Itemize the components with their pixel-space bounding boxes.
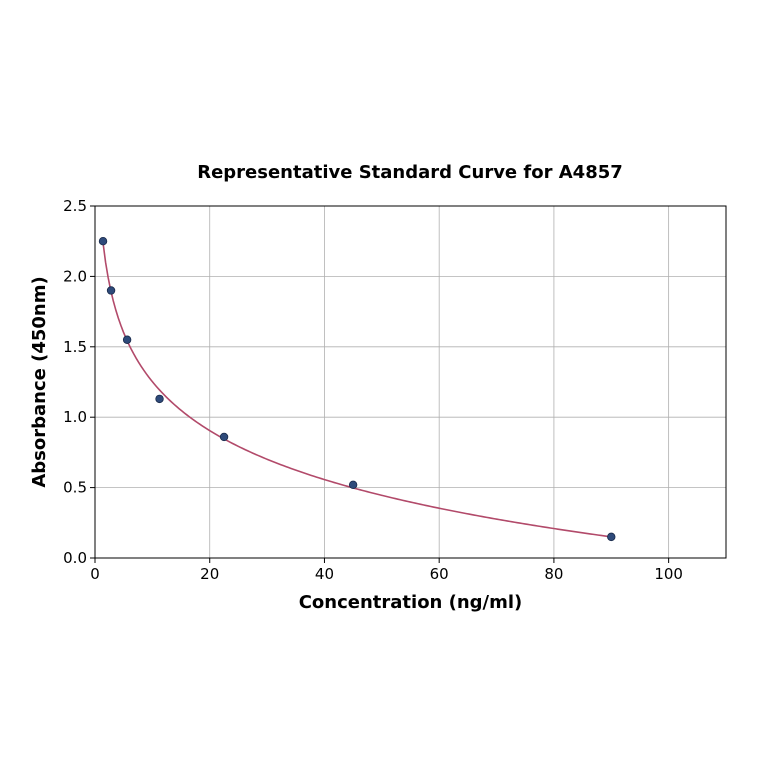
x-tick-label: 40 <box>315 565 334 583</box>
data-point <box>607 532 616 542</box>
y-tick-label: 0.5 <box>63 479 87 497</box>
x-axis-ticks: 0 20 40 60 80 100 <box>90 558 683 583</box>
x-tick-label: 20 <box>200 565 219 583</box>
x-tick-label: 60 <box>430 565 449 583</box>
data-point <box>122 335 132 344</box>
y-axis-ticks: 0.0 0.5 1.0 1.5 2.0 2.5 <box>63 197 95 567</box>
data-point <box>106 286 116 295</box>
chart-title: Representative Standard Curve for A4857 <box>197 162 623 183</box>
data-point <box>219 432 229 442</box>
fit-curve-line <box>102 242 612 538</box>
y-tick-label: 1.5 <box>63 338 87 356</box>
y-tick-label: 2.5 <box>63 197 87 215</box>
data-points-group <box>98 236 616 542</box>
y-tick-label: 0.0 <box>63 549 87 567</box>
plot-frame <box>94 205 727 559</box>
x-tick-label: 0 <box>90 565 100 583</box>
y-axis-title: Absorbance (450nm) <box>29 276 50 487</box>
data-point <box>155 394 164 404</box>
grid-lines <box>94 205 726 559</box>
x-axis-title: Concentration (ng/ml) <box>299 592 523 613</box>
axes <box>94 205 727 559</box>
x-tick-label: 100 <box>654 565 683 583</box>
y-tick-label: 1.0 <box>63 408 87 426</box>
data-point <box>98 236 108 246</box>
y-tick-label: 2.0 <box>63 267 87 285</box>
x-tick-label: 80 <box>544 565 563 583</box>
data-point <box>348 480 358 489</box>
fit-curve-group <box>102 242 612 538</box>
